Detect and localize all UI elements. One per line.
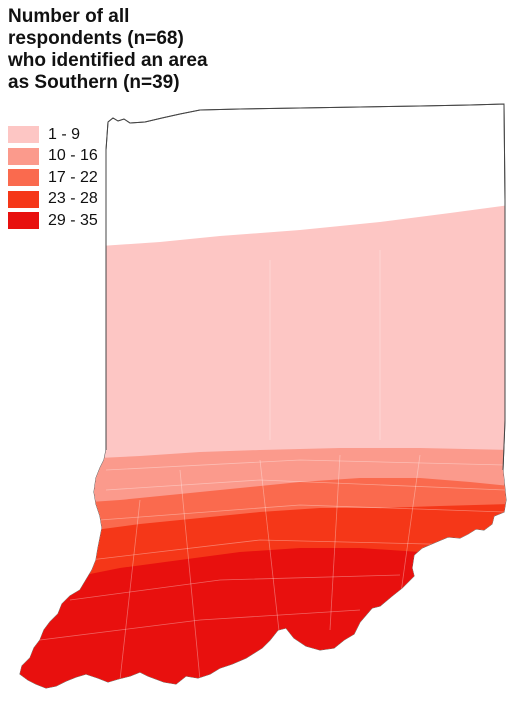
state-border-west	[105, 121, 109, 450]
state-border	[107, 103, 506, 471]
legend-swatch	[8, 126, 39, 144]
county-lines	[39, 250, 506, 681]
legend-item-10-16: 10 - 16	[8, 146, 98, 168]
title-line: who identified an area	[8, 50, 208, 71]
legend-swatch	[8, 212, 39, 230]
legend-swatch	[8, 190, 39, 208]
legend-label: 29 - 35	[48, 211, 98, 229]
legend-item-23-28: 23 - 28	[8, 189, 98, 211]
legend-item-29-35: 29 - 35	[8, 210, 98, 232]
legend-item-17-22: 17 - 22	[8, 167, 98, 189]
map-title: Number of all respondents (n=68) who ide…	[8, 6, 238, 94]
title-line: as Southern (n=39)	[8, 72, 180, 93]
legend-label: 17 - 22	[48, 168, 98, 186]
title-line: respondents (n=68)	[8, 28, 184, 49]
legend-item-1-9: 1 - 9	[8, 124, 98, 146]
legend-swatch	[8, 147, 39, 165]
legend-label: 10 - 16	[48, 147, 98, 165]
legend-label: 1 - 9	[48, 125, 81, 143]
title-line: Number of all	[8, 6, 130, 27]
legend-swatch	[8, 169, 39, 187]
legend-label: 23 - 28	[48, 190, 98, 208]
zone-29-35	[20, 548, 506, 688]
legend: 1 - 9 10 - 16 17 - 22 23 - 28 29 - 35	[8, 124, 98, 232]
